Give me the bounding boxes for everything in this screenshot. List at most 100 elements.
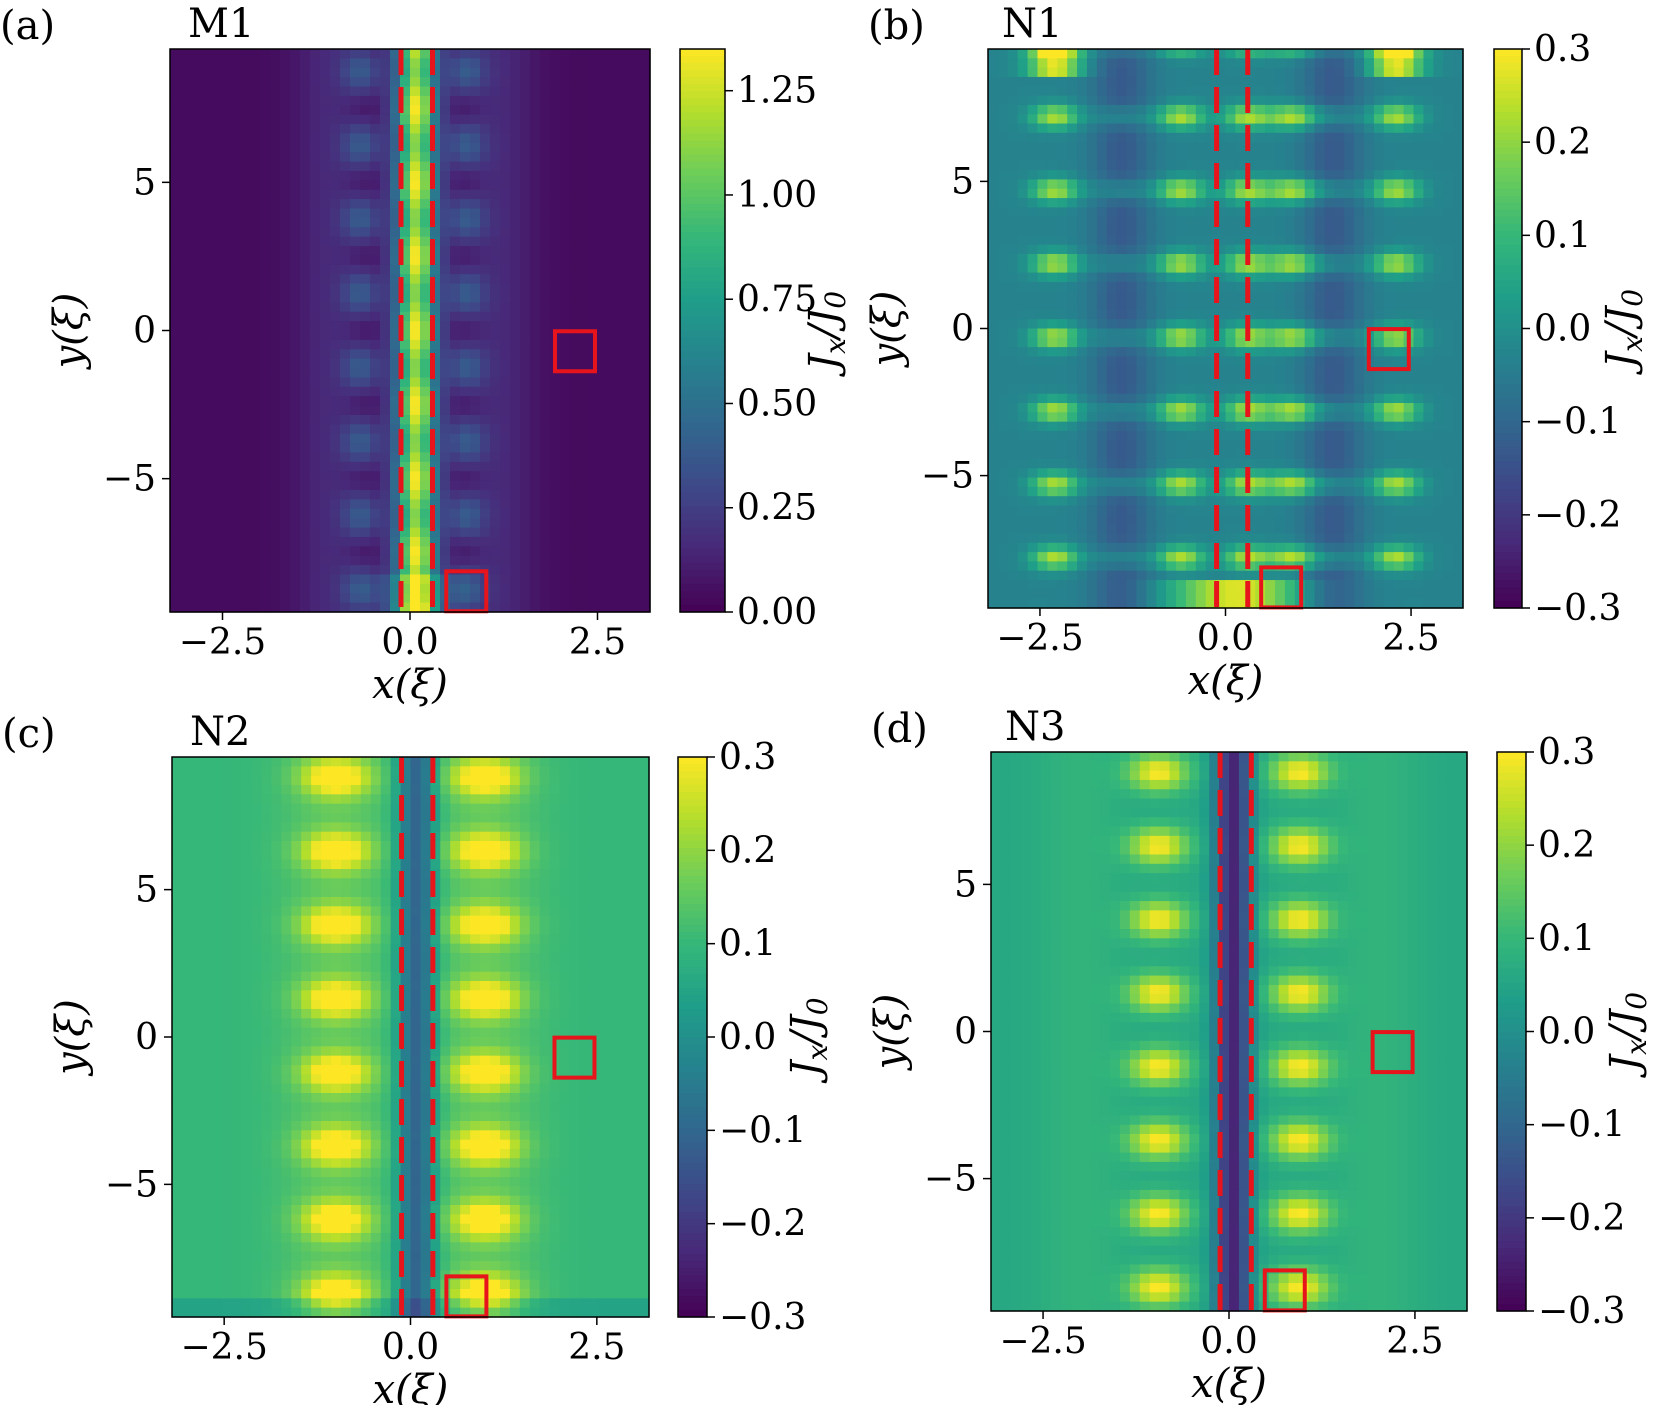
heatmap-cell xyxy=(1334,337,1345,348)
heatmap-cell xyxy=(1334,114,1345,125)
heatmap-cell xyxy=(1106,244,1118,255)
heatmap-cell xyxy=(210,349,221,360)
heatmap-cell xyxy=(180,602,191,613)
heatmap-cell xyxy=(480,386,491,397)
heatmap-cell xyxy=(400,339,411,350)
heatmap-cell xyxy=(320,58,331,69)
heatmap-cell xyxy=(240,227,251,238)
heatmap-cell xyxy=(1077,272,1088,283)
heatmap-cell xyxy=(1294,319,1306,330)
heatmap-cell xyxy=(400,292,411,303)
heatmap-cell xyxy=(260,274,271,285)
heatmap-cell xyxy=(220,433,231,444)
heatmap-cell xyxy=(1245,49,1256,59)
heatmap-cell xyxy=(290,452,301,463)
heatmap-cell xyxy=(620,414,631,425)
heatmap-cell xyxy=(530,227,541,238)
heatmap-cell xyxy=(600,208,611,219)
heatmap-cell xyxy=(520,255,531,266)
heatmap-cell xyxy=(290,208,301,219)
heatmap-cell xyxy=(1373,393,1385,404)
heatmap-cell xyxy=(570,480,581,491)
heatmap-cell xyxy=(490,471,501,482)
heatmap-cell xyxy=(370,405,381,416)
heatmap-cell xyxy=(600,217,611,228)
heatmap-cell xyxy=(1136,179,1147,190)
heatmap-cell xyxy=(540,424,551,435)
heatmap-cell xyxy=(1195,216,1207,227)
heatmap-cell xyxy=(190,170,201,181)
heatmap-cell xyxy=(1225,179,1236,190)
heatmap-cell xyxy=(1334,160,1345,171)
heatmap-cell xyxy=(230,368,241,379)
heatmap-cell xyxy=(1086,86,1098,97)
heatmap-cell xyxy=(1156,356,1167,367)
heatmap-cell xyxy=(1106,151,1118,162)
heatmap-cell xyxy=(400,593,411,604)
heatmap-cell xyxy=(1007,291,1019,302)
heatmap-cell xyxy=(1106,104,1118,115)
heatmap-cell xyxy=(360,574,371,585)
heatmap-cell xyxy=(170,358,181,369)
heatmap-cell xyxy=(600,227,611,238)
heatmap-cell xyxy=(1077,170,1088,181)
heatmap-cell xyxy=(550,274,561,285)
heatmap-cell xyxy=(420,283,431,294)
heatmap-cell xyxy=(430,114,441,125)
heatmap-cell xyxy=(1027,170,1039,181)
heatmap-cell xyxy=(380,133,391,144)
heatmap-cell xyxy=(520,424,531,435)
heatmap-cell xyxy=(190,424,201,435)
heatmap-cell xyxy=(1383,347,1395,358)
heatmap-cell xyxy=(550,583,561,594)
heatmap-cell xyxy=(410,255,421,266)
heatmap-cell xyxy=(1047,49,1058,59)
heatmap-cell xyxy=(450,499,461,510)
heatmap-cell xyxy=(1156,104,1167,115)
heatmap-cell xyxy=(600,161,611,172)
heatmap-cell xyxy=(1403,198,1415,208)
heatmap-cell xyxy=(1136,337,1147,348)
heatmap-cell xyxy=(530,593,541,604)
heatmap-cell xyxy=(390,227,401,238)
heatmap-cell xyxy=(1086,179,1098,190)
heatmap-cell xyxy=(1116,300,1128,311)
heatmap-cell xyxy=(350,274,361,285)
heatmap-cell xyxy=(1037,188,1048,199)
heatmap-cell xyxy=(400,386,411,397)
heatmap-cell xyxy=(460,292,471,303)
heatmap-cell xyxy=(300,593,311,604)
heatmap-cell xyxy=(570,527,581,538)
heatmap-cell xyxy=(1057,170,1068,181)
heatmap-cell xyxy=(510,311,521,322)
heatmap-cell xyxy=(490,527,501,538)
heatmap-cell xyxy=(250,283,261,294)
heatmap-cell xyxy=(440,105,451,116)
heatmap-cell xyxy=(1245,393,1256,404)
heatmap-cell xyxy=(1146,421,1157,432)
heatmap-cell xyxy=(1334,384,1345,395)
heatmap-cell xyxy=(420,499,431,510)
heatmap-cell xyxy=(1373,384,1385,395)
colorbar-segment xyxy=(680,309,725,318)
heatmap-cell xyxy=(520,358,531,369)
heatmap-cell xyxy=(240,499,251,510)
heatmap-cell xyxy=(490,95,501,106)
heatmap-cell xyxy=(360,77,371,88)
heatmap-cell xyxy=(390,77,401,88)
heatmap-cell xyxy=(320,546,331,557)
heatmap-cell xyxy=(260,471,271,482)
heatmap-cell xyxy=(1443,235,1454,246)
heatmap-cell xyxy=(1284,198,1296,208)
heatmap-cell xyxy=(170,255,181,266)
heatmap-cell xyxy=(200,311,211,322)
heatmap-cell xyxy=(1126,281,1138,292)
heatmap-cell xyxy=(380,358,391,369)
heatmap-cell xyxy=(1245,300,1256,311)
heatmap-cell xyxy=(630,443,641,454)
heatmap-cell xyxy=(350,133,361,144)
heatmap-cell xyxy=(1284,281,1296,292)
heatmap-cell xyxy=(460,480,471,491)
heatmap-cell xyxy=(490,358,501,369)
heatmap-cell xyxy=(1096,207,1108,218)
